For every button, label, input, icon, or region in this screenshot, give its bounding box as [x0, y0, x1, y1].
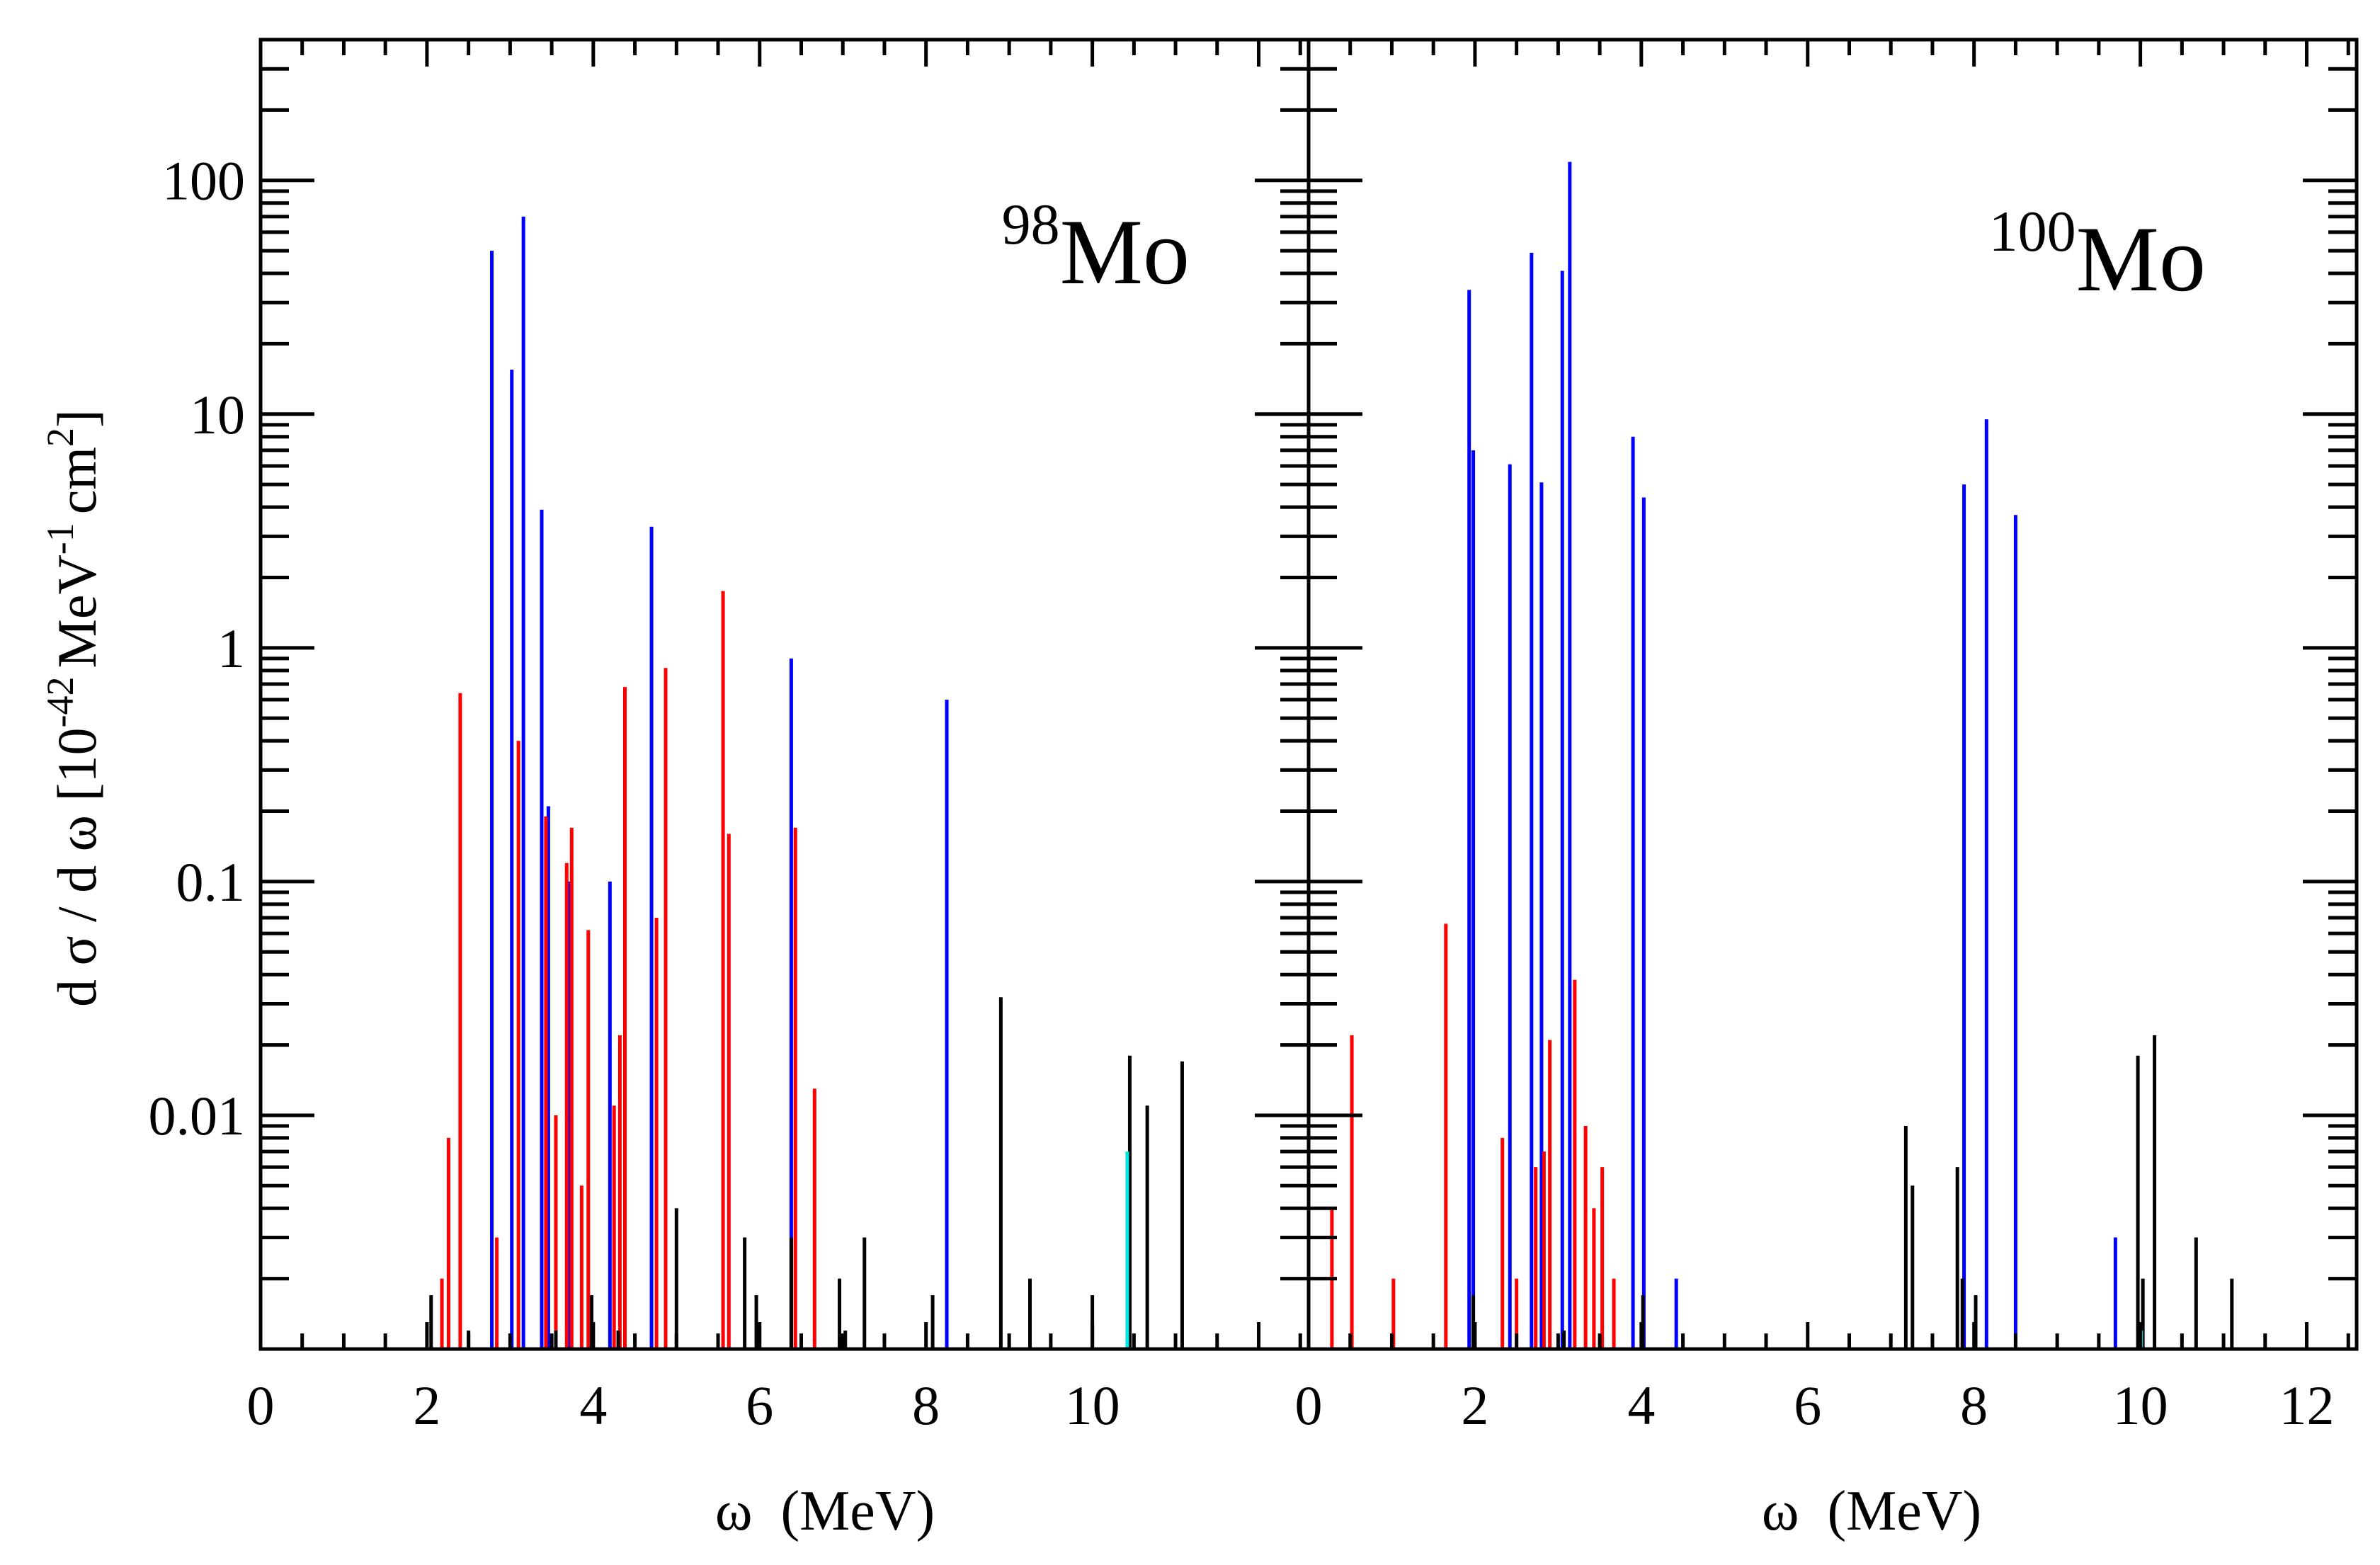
y-axis-title: d σ / d ω [10-42 MeV-1 cm2]: [39, 409, 108, 1007]
y-axis-title-close: ]: [46, 409, 108, 428]
x-tick-label-100mo: 4: [1627, 1375, 1655, 1436]
x-tick-label-100mo: 0: [1295, 1375, 1323, 1436]
x-tick-label-98mo: 2: [413, 1375, 440, 1436]
y-tick-label: 10: [190, 384, 245, 445]
x-tick-label-98mo: 6: [746, 1375, 773, 1436]
y-axis-title-cm: cm: [46, 447, 108, 514]
y-axis-title-main: d σ / d ω [10: [46, 728, 108, 1008]
plot-frame-100mo: [1306, 38, 2359, 1351]
x-tick-label-100mo: 6: [1794, 1375, 1821, 1436]
x-tick-labels-100mo: 0 2 4 6 8 10 12: [1295, 1375, 2335, 1436]
x-tick-labels-98mo: 0 2 4 6 8 10: [247, 1375, 1120, 1436]
x-tick-label-100mo: 10: [2113, 1375, 2168, 1436]
panel-title-98mo-mass: 98: [1002, 192, 1060, 256]
x-axis-title-98mo: ω (MeV): [715, 1480, 935, 1542]
y-axis-title-exp2: -1: [39, 523, 81, 554]
bars-98mo: [429, 216, 1184, 1349]
y-axis-title-exp3: 2: [39, 428, 81, 447]
x-tick-label-98mo: 10: [1065, 1375, 1120, 1436]
y-axis-title-mev: MeV: [46, 554, 108, 668]
x-tick-label-98mo: 4: [579, 1375, 607, 1436]
y-tick-label: 100: [162, 150, 245, 212]
panel-title-100mo-mass: 100: [1989, 199, 2076, 263]
panel-100mo: 0 2 4 6 8 10 12 100Mo ω (MeV): [1295, 38, 2359, 1542]
panel-title-100mo: 100Mo: [1989, 199, 2206, 311]
ticks-100mo: [1306, 38, 2357, 1349]
panel-title-98mo: 98Mo: [1002, 192, 1190, 304]
panel-98mo: 0.01 0.1 1 10 100 0 2 4 6 8 10 98Mo ω (MeV): [149, 38, 1311, 1542]
x-tick-label-100mo: 2: [1461, 1375, 1488, 1436]
y-axis-title-exp1: -42: [39, 677, 81, 728]
x-tick-label-98mo: 0: [247, 1375, 275, 1436]
x-tick-label-100mo: 12: [2279, 1375, 2335, 1436]
panel-title-98mo-element: Mo: [1060, 200, 1190, 304]
x-tick-label-100mo: 8: [1960, 1375, 1988, 1436]
panel-title-100mo-element: Mo: [2076, 207, 2206, 311]
x-tick-label-98mo: 8: [912, 1375, 940, 1436]
x-axis-title-100mo: ω (MeV): [1762, 1480, 1981, 1542]
y-tick-label: 0.01: [149, 1085, 246, 1146]
y-tick-labels: 0.01 0.1 1 10 100: [149, 150, 246, 1146]
y-tick-label: 1: [217, 618, 245, 679]
y-tick-label: 0.1: [176, 851, 246, 913]
